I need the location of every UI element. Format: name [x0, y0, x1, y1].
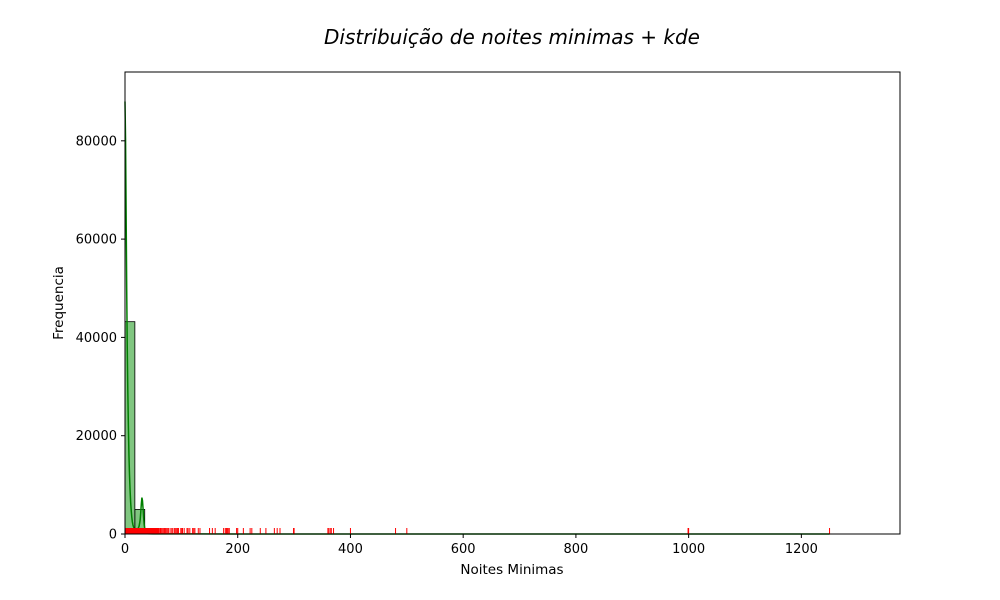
x-axis-label: Noites Minimas: [460, 562, 563, 578]
x-axis: 0 200 400 600 800 1000 1200: [121, 534, 818, 557]
x-tick-label: 0: [121, 542, 129, 557]
x-tick-label: 200: [225, 542, 250, 557]
y-tick-label: 80000: [76, 134, 117, 149]
y-tick-label: 0: [109, 528, 117, 543]
chart-title: Distribuição de noites minimas + kde: [324, 25, 700, 49]
kde-line: [124, 101, 830, 535]
y-tick-label: 20000: [76, 429, 117, 444]
y-tick-label: 60000: [76, 233, 117, 248]
y-axis-label: Frequencia: [51, 266, 67, 340]
y-axis: 0 20000 40000 60000 80000: [76, 134, 125, 543]
y-tick-label: 40000: [76, 331, 117, 346]
x-tick-label: 600: [451, 542, 476, 557]
x-tick-label: 800: [563, 542, 588, 557]
x-tick-label: 1000: [672, 542, 705, 557]
plot-frame: [124, 71, 901, 535]
plot-area: [124, 101, 831, 535]
x-tick-label: 400: [338, 542, 363, 557]
x-tick-label: 1200: [785, 542, 818, 557]
